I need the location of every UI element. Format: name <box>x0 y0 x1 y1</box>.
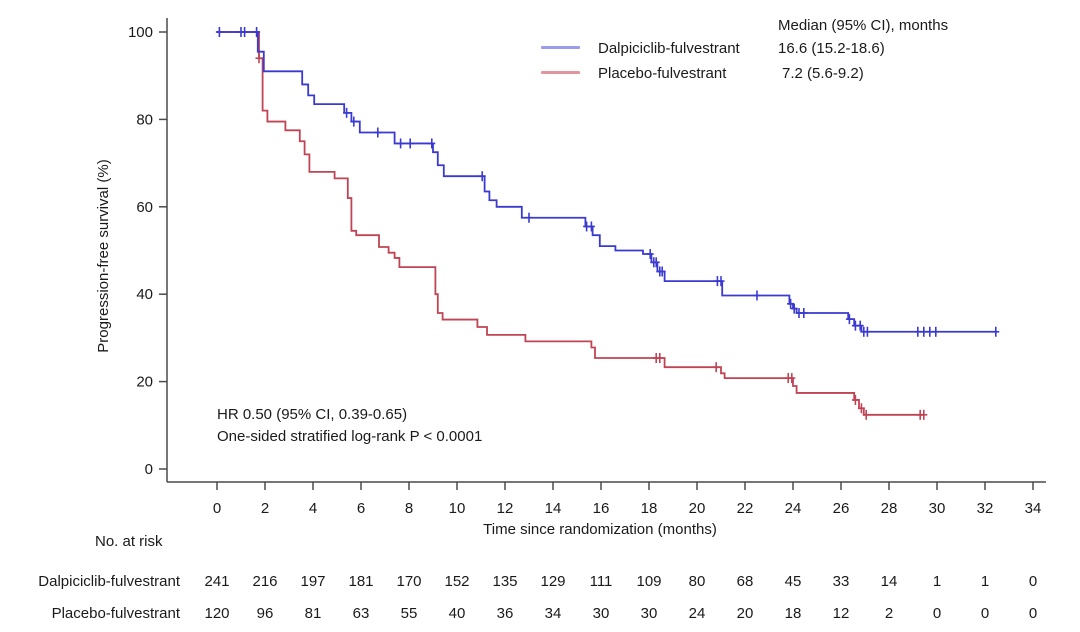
risk-count: 81 <box>304 605 322 622</box>
risk-count: 30 <box>640 605 658 622</box>
legend-median-placebo: 7.2 (5.6-9.2) <box>782 65 864 82</box>
risk-count: 63 <box>352 605 370 622</box>
x-tick-label: 26 <box>833 500 850 517</box>
risk-count: 24 <box>688 605 706 622</box>
x-tick-label: 16 <box>593 500 610 517</box>
x-tick-label: 18 <box>641 500 658 517</box>
risk-count: 216 <box>252 573 278 590</box>
risk-count: 12 <box>832 605 850 622</box>
x-tick-label: 2 <box>261 500 269 517</box>
risk-count: 0 <box>932 605 942 622</box>
risk-count: 40 <box>448 605 466 622</box>
risk-row-label-dalpiciclib: Dalpiciclib-fulvestrant <box>38 573 180 590</box>
risk-count: 45 <box>784 573 802 590</box>
y-tick-label: 80 <box>136 111 153 128</box>
y-tick-label: 20 <box>136 374 153 391</box>
risk-count: 170 <box>396 573 422 590</box>
legend-label-placebo: Placebo-fulvestrant <box>598 65 727 82</box>
risk-count: 2 <box>884 605 894 622</box>
risk-count: 1 <box>980 573 990 590</box>
risk-count: 111 <box>589 573 613 590</box>
y-tick-label: 100 <box>128 24 153 41</box>
risk-count: 120 <box>204 605 230 622</box>
km-curve-placebo <box>217 31 924 416</box>
x-tick-label: 24 <box>785 500 802 517</box>
risk-count: 18 <box>784 605 802 622</box>
y-axis-title: Progression-free survival (%) <box>95 159 112 353</box>
risk-count: 0 <box>980 605 990 622</box>
x-tick-label: 34 <box>1025 500 1042 517</box>
risk-count: 129 <box>540 573 566 590</box>
risk-table-title: No. at risk <box>95 533 163 550</box>
x-tick-label: 12 <box>497 500 514 517</box>
risk-count: 33 <box>832 573 850 590</box>
legend-key-line-dalpiciclib <box>541 46 580 49</box>
risk-count: 0 <box>1028 605 1038 622</box>
legend-median-dalpiciclib: 16.6 (15.2-18.6) <box>778 40 885 57</box>
risk-count: 30 <box>592 605 610 622</box>
legend-label-dalpiciclib: Dalpiciclib-fulvestrant <box>598 40 740 57</box>
x-tick-label: 0 <box>213 500 221 517</box>
legend-key-line-placebo <box>541 71 580 74</box>
x-tick-label: 28 <box>881 500 898 517</box>
x-tick-label: 32 <box>977 500 994 517</box>
legend-median-header: Median (95% CI), months <box>778 17 949 34</box>
risk-count: 181 <box>348 573 374 590</box>
x-tick-label: 22 <box>737 500 754 517</box>
x-tick-label: 20 <box>689 500 706 517</box>
y-tick-label: 40 <box>136 286 153 303</box>
x-tick-label: 4 <box>309 500 317 517</box>
x-tick-label: 14 <box>545 500 562 517</box>
risk-count: 20 <box>736 605 754 622</box>
pvalue-annotation: One-sided stratified log-rank P < 0.0001 <box>217 428 483 445</box>
risk-count: 197 <box>300 573 326 590</box>
x-tick-label: 30 <box>929 500 946 517</box>
risk-row-label-placebo: Placebo-fulvestrant <box>51 605 180 622</box>
risk-count: 36 <box>496 605 514 622</box>
hr-annotation: HR 0.50 (95% CI, 0.39-0.65) <box>217 406 408 423</box>
risk-count: 80 <box>688 573 706 590</box>
risk-count: 96 <box>256 605 274 622</box>
risk-count: 241 <box>204 573 230 590</box>
x-axis-title: Time since randomization (months) <box>483 521 717 538</box>
risk-count: 68 <box>736 573 754 590</box>
risk-count: 109 <box>636 573 662 590</box>
x-tick-label: 8 <box>405 500 413 517</box>
risk-count: 0 <box>1028 573 1038 590</box>
risk-count: 152 <box>444 573 470 590</box>
risk-count: 14 <box>880 573 898 590</box>
y-tick-label: 0 <box>145 461 153 478</box>
x-tick-label: 6 <box>357 500 365 517</box>
x-tick-label: 10 <box>449 500 466 517</box>
risk-count: 1 <box>932 573 942 590</box>
risk-count: 34 <box>544 605 562 622</box>
y-tick-label: 60 <box>136 199 153 216</box>
risk-count: 135 <box>492 573 518 590</box>
risk-count: 55 <box>400 605 418 622</box>
